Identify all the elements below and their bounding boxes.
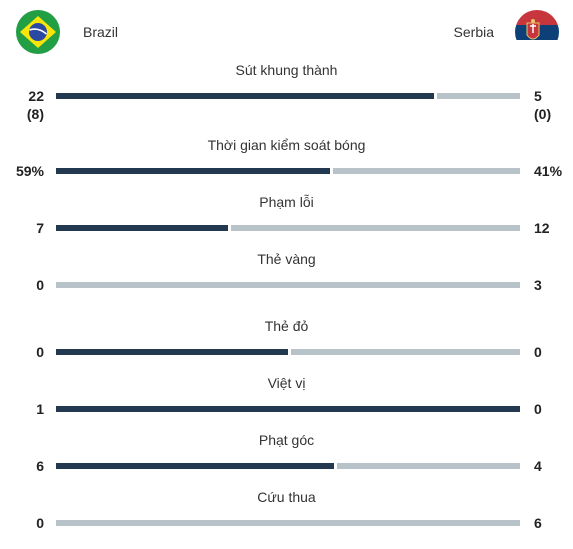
stat-label: Thẻ vàng <box>257 251 316 267</box>
home-stat-subvalue: (8) <box>26 106 44 122</box>
home-stat-value: 0 <box>36 277 44 293</box>
home-bar-segment <box>56 406 520 412</box>
home-bar-segment <box>56 168 330 174</box>
away-bar-segment <box>337 463 520 469</box>
home-bar-segment <box>56 225 228 231</box>
stat-comparison-bar <box>56 520 520 526</box>
away-team-name[interactable]: Serbia <box>453 24 494 40</box>
stat-comparison-bar <box>56 349 520 355</box>
home-bar-segment <box>56 349 288 355</box>
home-stat-value: 0 <box>36 344 44 360</box>
home-stat-value: 6 <box>36 458 44 474</box>
match-header: Brazil Serbia <box>0 0 573 64</box>
serbia-flag-icon <box>515 10 559 54</box>
away-bar-segment <box>56 282 520 288</box>
stat-label: Việt vị <box>267 375 306 391</box>
away-stat-value: 12 <box>534 220 550 236</box>
stat-label: Sút khung thành <box>235 62 338 78</box>
away-stat-value: 0 <box>534 401 542 417</box>
away-stat-value: 0 <box>534 344 542 360</box>
away-stat-value: 6 <box>534 515 542 531</box>
home-stat-value: 7 <box>36 220 44 236</box>
away-bar-segment <box>437 93 520 99</box>
stat-comparison-bar <box>56 463 520 469</box>
away-stat-value: 3 <box>534 277 542 293</box>
stat-comparison-bar <box>56 282 520 288</box>
stat-label: Phạm lỗi <box>259 194 314 210</box>
away-bar-segment <box>231 225 520 231</box>
home-stat-value: 1 <box>36 401 44 417</box>
home-team-name[interactable]: Brazil <box>83 24 119 40</box>
stat-label: Phạt góc <box>258 432 315 448</box>
stat-comparison-bar <box>56 406 520 412</box>
stat-label: Thời gian kiểm soát bóng <box>207 137 366 153</box>
away-stat-subvalue: (0) <box>534 106 552 122</box>
brazil-flag-icon <box>16 10 60 54</box>
away-stat-value: 4 <box>534 458 542 474</box>
away-bar-segment <box>291 349 520 355</box>
stat-label: Thẻ đỏ <box>264 318 309 334</box>
home-stat-value: 22 <box>28 88 44 104</box>
home-bar-segment <box>56 93 434 99</box>
away-bar-segment <box>333 168 520 174</box>
home-bar-segment <box>56 463 334 469</box>
stat-comparison-bar <box>56 168 520 174</box>
stat-comparison-bar <box>56 225 520 231</box>
away-stat-value: 5 <box>534 88 542 104</box>
away-stat-value: 41% <box>534 163 563 179</box>
stat-label: Cứu thua <box>257 489 316 505</box>
home-stat-value: 0 <box>36 515 44 531</box>
stat-comparison-bar <box>56 93 520 99</box>
home-stat-value: 59% <box>15 163 44 179</box>
away-bar-segment <box>56 520 520 526</box>
